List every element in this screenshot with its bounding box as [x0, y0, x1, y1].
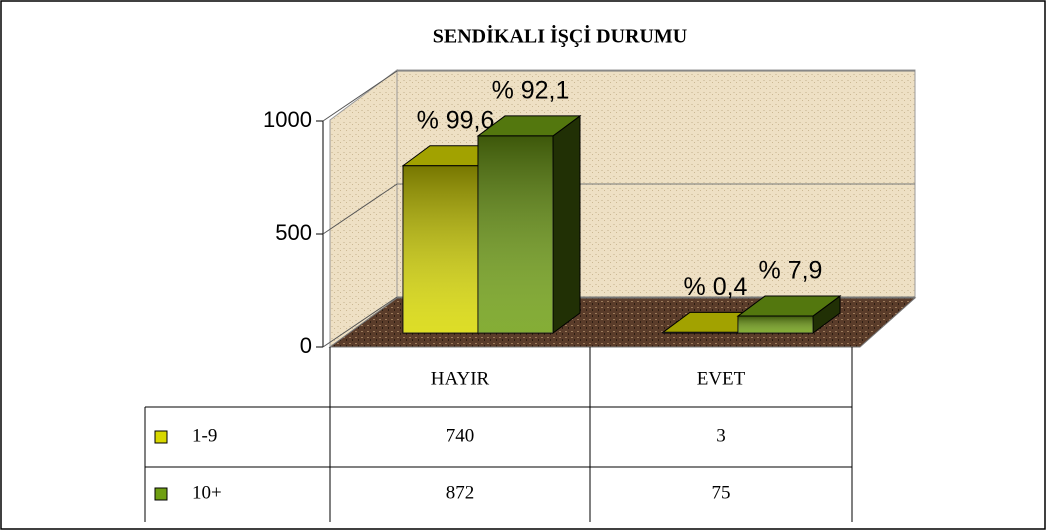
chart-title: SENDİKALI İŞÇİ DURUMU: [433, 24, 687, 48]
table-value: 872: [446, 482, 475, 503]
percent-label: % 92,1: [492, 77, 570, 105]
x-tick-label: EVET: [697, 368, 746, 389]
legend-label: 10+: [192, 482, 222, 503]
bar: [736, 295, 842, 334]
bar: [476, 114, 582, 334]
percent-label: % 7,9: [759, 257, 823, 285]
percent-label: % 99,6: [417, 106, 495, 134]
percent-label: % 0,4: [684, 273, 748, 301]
y-tick-label: 0: [300, 333, 312, 358]
grid-line: [322, 296, 398, 348]
y-tick-label: 1000: [263, 107, 312, 132]
legend-swatch: [154, 487, 168, 501]
table-value: 75: [712, 482, 731, 503]
bar-shading: [738, 316, 813, 333]
bar-side: [552, 114, 581, 334]
data-table: [144, 347, 853, 522]
y-tick-label: 500: [275, 220, 312, 245]
bar-shading: [403, 165, 478, 333]
legend-label: 1-9: [192, 425, 217, 446]
grid-line: [322, 70, 398, 122]
table-value: 740: [446, 425, 475, 446]
bar-shading: [663, 332, 738, 333]
grid-line: [322, 183, 398, 235]
x-tick-label: HAYIR: [431, 368, 490, 389]
table-value: 3: [716, 425, 726, 446]
legend-swatch: [154, 430, 168, 444]
bar-shading: [478, 135, 553, 333]
